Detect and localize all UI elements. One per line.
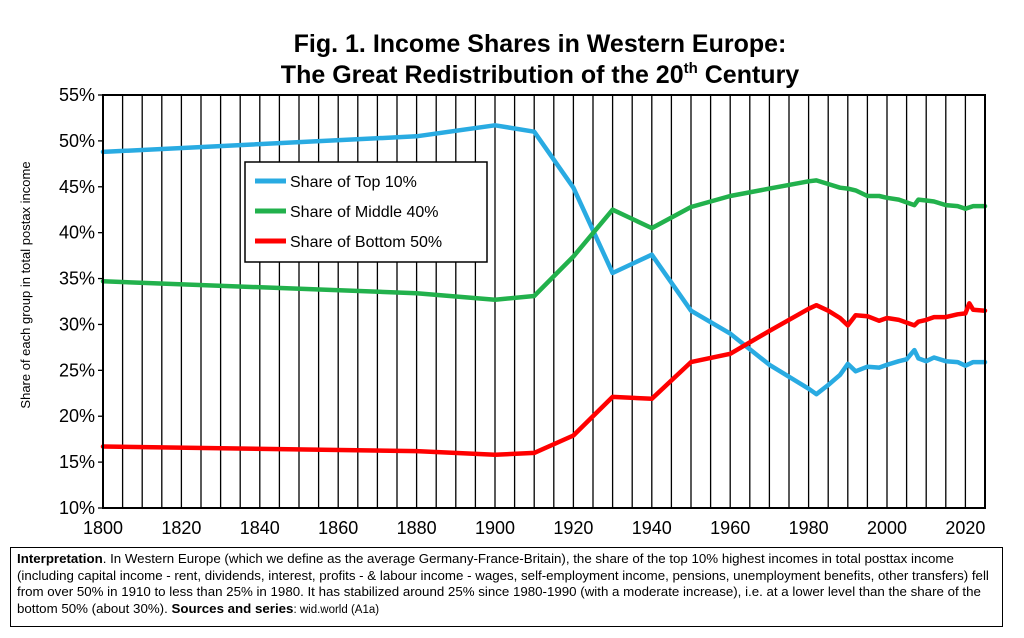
- y-tick-label: 50%: [59, 131, 95, 151]
- x-tick-label: 1820: [161, 518, 201, 538]
- legend-label-bottom50: Share of Bottom 50%: [290, 234, 442, 251]
- interpretation-label: Interpretation: [17, 551, 103, 566]
- x-tick-label: 1940: [632, 518, 672, 538]
- x-tick-label: 1900: [475, 518, 515, 538]
- legend: Share of Top 10% Share of Middle 40% Sha…: [244, 161, 488, 263]
- y-tick-label: 30%: [59, 314, 95, 334]
- y-tick-label: 35%: [59, 269, 95, 289]
- x-tick-label: 1860: [318, 518, 358, 538]
- interpretation-text: . In Western Europe (which we define as …: [17, 551, 989, 616]
- x-tick-label: 1840: [240, 518, 280, 538]
- grid-lines: [121, 95, 967, 508]
- x-tick-label: 1980: [789, 518, 829, 538]
- y-tick-label: 10%: [59, 498, 95, 518]
- x-tick-label: 1960: [710, 518, 750, 538]
- y-tick-labels: 10% 15% 20% 25% 30% 35% 40% 45% 50% 55%: [59, 85, 103, 518]
- y-tick-label: 55%: [59, 85, 95, 105]
- legend-label-middle40: Share of Middle 40%: [290, 204, 439, 221]
- legend-label-top10: Share of Top 10%: [290, 174, 417, 191]
- y-tick-label: 25%: [59, 360, 95, 380]
- plot-frame: [102, 94, 986, 509]
- series-lines: [100, 123, 988, 458]
- series-line-middle40: [100, 178, 988, 302]
- sources-value: : wid.world (A1a): [293, 603, 380, 616]
- x-tick-label: 1920: [553, 518, 593, 538]
- y-tick-label: 40%: [59, 223, 95, 243]
- y-tick-label: 45%: [59, 177, 95, 197]
- chart-title-line2-sup: th: [684, 60, 698, 77]
- x-tick-labels: 1800 1820 1840 1860 1880 1900 1920 1940 1960 1980…: [83, 518, 985, 538]
- chart-title-line2-main: The Great Redistribution of the 20: [281, 61, 684, 89]
- x-tick-label: 2020: [945, 518, 985, 538]
- x-tick-label: 1800: [83, 518, 123, 538]
- sources-label: Sources and series: [171, 600, 294, 616]
- y-tick-label: 20%: [59, 406, 95, 426]
- x-tick-label: 2000: [867, 518, 907, 538]
- income-shares-chart: Fig. 1. Income Shares in Western Europe:…: [18, 30, 988, 538]
- y-axis-label: Share of each group in total postax inco…: [18, 161, 33, 408]
- series-line-bottom50: [100, 301, 988, 458]
- interpretation-box: Interpretation. In Western Europe (which…: [10, 547, 1003, 627]
- series-line-top10: [100, 123, 988, 397]
- chart-title-line2-end: Century: [698, 61, 800, 89]
- y-tick-label: 15%: [59, 452, 95, 472]
- chart-title-line2: The Great Redistribution of the 20th Cen…: [281, 60, 800, 89]
- x-tick-label: 1880: [397, 518, 437, 538]
- chart-title-line1: Fig. 1. Income Shares in Western Europe:: [294, 30, 787, 58]
